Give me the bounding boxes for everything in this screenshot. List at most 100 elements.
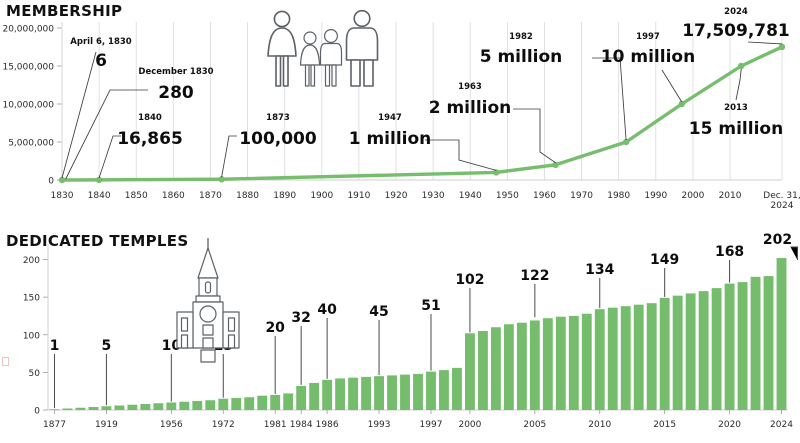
x-axis-label: 2010 [719, 191, 742, 201]
y-axis-label: 10,000,000 [2, 101, 54, 111]
bar-value-label: 40 [317, 302, 337, 318]
x-axis-label: 1960 [533, 191, 556, 201]
y-axis-label: 20,000,000 [2, 25, 54, 35]
table-row [750, 276, 761, 410]
temples-title: DEDICATED TEMPLES [6, 232, 189, 250]
temple-bar-callout: 45 [369, 304, 389, 376]
temple-bar-callout: 168 [715, 244, 744, 283]
temple-bar-callout: 40 [317, 302, 337, 379]
table-row [348, 377, 359, 410]
x-axis-end-label-line2: 2024 [771, 201, 794, 211]
table-row [179, 401, 190, 410]
table-row [309, 382, 320, 410]
table-row [218, 398, 229, 410]
callout-leader-line [425, 139, 497, 171]
y-axis-label: 100 [23, 331, 40, 341]
table-row [607, 307, 618, 410]
x-axis-label: 1860 [162, 191, 185, 201]
x-axis-label: 1850 [125, 191, 148, 201]
series-data-point [493, 169, 500, 176]
callout-year: 1982 [509, 32, 533, 42]
x-axis-label: 1919 [95, 420, 118, 430]
membership-chart-svg: 0 5,000,000 10,000,000 15,000,000 20,000,000… [2, 7, 800, 211]
callout-value: 5 million [480, 47, 563, 67]
y-axis-label: 15,000,000 [2, 63, 54, 73]
callout-value: 280 [158, 83, 194, 103]
series-data-point [678, 100, 685, 108]
x-axis-label: 1980 [607, 191, 630, 201]
temple-bar-callout: 122 [520, 268, 549, 318]
callout-year: December 1830 [138, 67, 213, 77]
series-data-point [58, 176, 66, 184]
table-row [477, 331, 488, 410]
callout-leader-line [61, 51, 97, 179]
table-row [646, 303, 657, 410]
membership-callout: 1947 1 million [349, 113, 497, 171]
membership-chart-panel: MEMBERSHIP 0 5,000,000 10,000,000 15,000,00… [2, 2, 800, 211]
table-row [244, 397, 255, 410]
table-row [322, 379, 333, 410]
callout-value: 10 million [601, 47, 695, 67]
x-axis-label: 1972 [212, 420, 235, 430]
table-row [400, 374, 410, 410]
x-axis-label: 1950 [496, 191, 519, 201]
y-axis-label: 0 [48, 177, 54, 187]
table-row [439, 370, 449, 410]
bar-value-label: 51 [421, 298, 440, 314]
table-row [101, 406, 112, 410]
table-row [387, 375, 397, 410]
table-row [633, 304, 644, 410]
table-row [763, 276, 774, 410]
membership-callout: 2024 17,509,781 [682, 7, 790, 45]
callout-value: 2 million [429, 98, 512, 118]
x-axis-label: 1900 [310, 191, 333, 201]
callout-year: April 6, 1830 [70, 37, 131, 47]
table-row [49, 409, 60, 411]
callout-year: 1873 [266, 113, 290, 123]
x-axis-label: 1981 [264, 420, 287, 430]
table-row [685, 293, 696, 410]
bar-value-label: 149 [650, 252, 679, 268]
table-row [711, 288, 722, 410]
table-row [296, 385, 307, 410]
bar-value-label: 122 [520, 268, 549, 284]
table-row [568, 315, 579, 410]
x-axis-label: 2005 [523, 420, 546, 430]
table-row [361, 376, 372, 410]
callout-year: 2013 [724, 103, 748, 113]
x-axis-label: 1880 [236, 191, 259, 201]
series-data-point [218, 176, 225, 183]
bar-value-label: 20 [265, 320, 285, 336]
bar-value-label: 1 [50, 338, 60, 354]
table-row [335, 378, 346, 410]
callout-value: 15 million [689, 119, 783, 139]
bar-value-label: 10 [162, 338, 182, 354]
bar-value-label: 168 [715, 244, 744, 260]
x-axis-label: 1930 [422, 191, 445, 201]
temple-bar-callout: 51 [421, 298, 441, 371]
table-row [503, 324, 514, 410]
table-row [153, 403, 164, 410]
page-title: MEMBERSHIP [6, 2, 123, 20]
temple-bar-callout: 149 [650, 252, 679, 297]
table-row [698, 291, 709, 410]
callout-year: 2024 [724, 7, 748, 17]
temple-bar-callout: 10 [162, 338, 182, 402]
series-data-point [552, 161, 559, 168]
callout-leader-line [661, 69, 683, 103]
edge-artifact [2, 357, 9, 366]
table-row [465, 333, 475, 410]
temple-bar-callout: 134 [585, 262, 615, 309]
temple-bar-callout: 202 [763, 232, 798, 260]
membership-callout: 1963 2 million [429, 82, 556, 164]
membership-callout: 1840 16,865 [98, 113, 183, 179]
bar-value-label: 202 [763, 232, 792, 248]
table-row [542, 318, 553, 410]
x-axis-label: 2024 [770, 420, 793, 430]
bar-value-label: 45 [369, 304, 388, 320]
bar-value-label: 32 [291, 310, 310, 326]
table-row [75, 407, 86, 410]
table-row [257, 395, 268, 410]
y-axis-label: 150 [23, 294, 40, 304]
membership-callout: 2013 15 million [689, 68, 783, 139]
